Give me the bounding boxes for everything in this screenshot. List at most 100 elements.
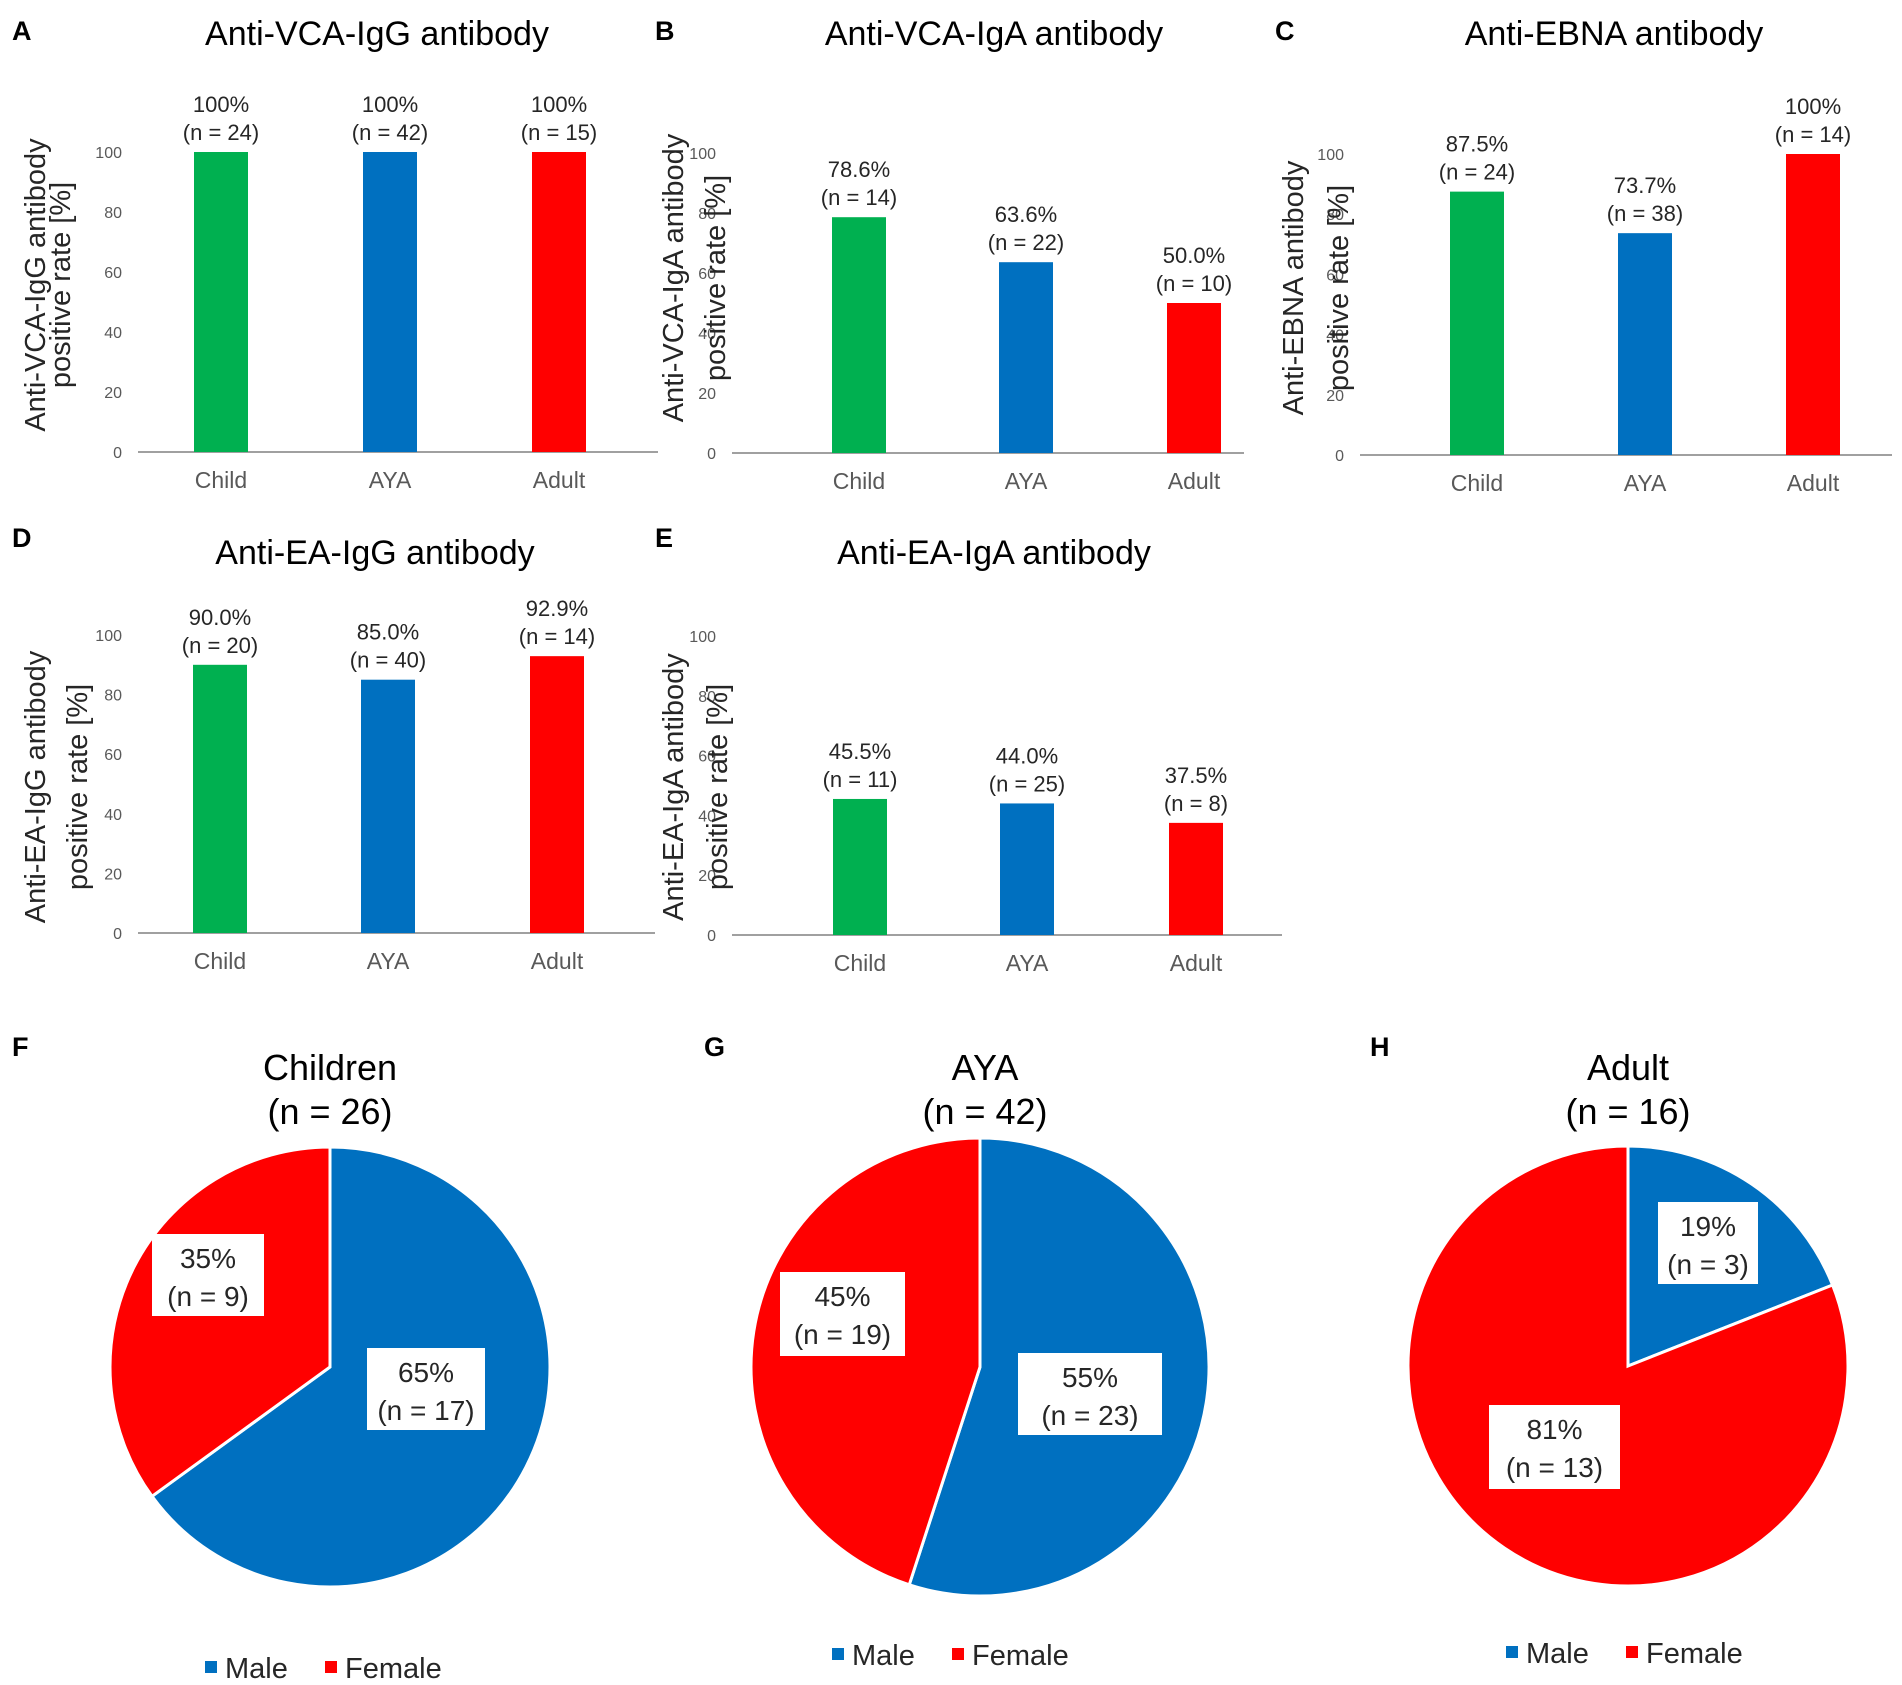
y-tick-label: 100: [1317, 147, 1344, 164]
bar-n-label: (n = 20): [182, 633, 258, 658]
bar-child: [193, 664, 247, 933]
chart-title: Anti-VCA-IgG antibody: [205, 15, 549, 53]
x-tick-label: Adult: [1787, 470, 1840, 496]
slice-percent-label: 55%: [1062, 1362, 1118, 1393]
y-tick-label: 80: [698, 689, 716, 706]
bar-aya: [999, 262, 1053, 453]
legend-swatch-male: [832, 1648, 844, 1660]
y-tick-label: 0: [1335, 448, 1344, 465]
x-tick-label: Child: [195, 467, 247, 493]
slice-n-label: (n = 3): [1667, 1249, 1749, 1280]
legend-label-male: Male: [852, 1640, 915, 1672]
x-tick-label: Child: [194, 948, 246, 974]
panel-letter: E: [655, 523, 673, 553]
chart-title: AYA: [952, 1047, 1019, 1088]
legend-swatch-female: [325, 1661, 337, 1673]
chart-title: Adult: [1587, 1047, 1669, 1088]
y-tick-label: 40: [698, 808, 716, 825]
x-tick-label: AYA: [1624, 470, 1667, 496]
chart-subtitle: (n = 42): [922, 1091, 1047, 1132]
y-tick-label: 40: [1326, 328, 1344, 345]
chart-title: Anti-VCA-IgA antibody: [825, 15, 1163, 53]
y-axis-label: Anti-VCA-IgG antibody: [20, 138, 52, 432]
y-tick-label: 0: [113, 926, 122, 943]
x-tick-label: AYA: [367, 948, 410, 974]
slice-label-box: [367, 1348, 485, 1430]
bar-child: [194, 152, 248, 452]
bar-value-label: 85.0%: [357, 620, 419, 645]
panel-h: H Adult(n = 16) 19% (n = 3) 81% (n = 13) Male F…: [1370, 1032, 1850, 1670]
y-axis-label-line2: positive rate [%]: [700, 175, 732, 381]
bar-value-label: 78.6%: [828, 157, 890, 182]
bar-aya: [361, 679, 415, 933]
y-tick-label: 60: [698, 266, 716, 283]
bar-child: [1450, 191, 1504, 455]
y-axis-label-2: positive rate [%]: [45, 182, 77, 388]
legend-swatch-female: [1626, 1646, 1638, 1658]
bar-aya: [1618, 233, 1672, 455]
y-axis-label: Anti-EA-IgG antibody: [20, 650, 52, 923]
panel-a: A Anti-VCA-IgG antibody 0 20 40 60 80 100 100% (n…: [12, 15, 658, 493]
bar-value-label: 100%: [1785, 94, 1841, 119]
y-tick-label: 100: [689, 146, 716, 163]
y-tick-label: 40: [104, 807, 122, 824]
chart-title: Anti-EA-IgA antibody: [837, 534, 1151, 572]
y-tick-label: 100: [689, 629, 716, 646]
legend-label-female: Female: [345, 1653, 442, 1685]
y-tick-label: 60: [104, 747, 122, 764]
bar-value-label: 45.5%: [829, 739, 891, 764]
slice-label-box: [152, 1234, 264, 1316]
panel-letter: C: [1275, 16, 1295, 46]
x-tick-label: AYA: [1006, 950, 1049, 976]
bar-n-label: (n = 10): [1156, 271, 1232, 296]
bar-n-label: (n = 22): [988, 230, 1064, 255]
y-axis-label-line1: Anti-VCA-IgG antibody: [20, 138, 52, 432]
y-axis-label-line1: Anti-EBNA antibody: [1278, 160, 1310, 415]
bar-aya: [363, 152, 417, 452]
bar-n-label: (n = 25): [989, 771, 1065, 796]
y-axis-label-line2: positive rate [%]: [62, 684, 94, 890]
bar-value-label: 100%: [531, 92, 587, 117]
bar-child: [833, 798, 887, 935]
bar-value-label: 73.7%: [1614, 173, 1676, 198]
y-tick-label: 0: [113, 445, 122, 462]
panel-letter: D: [12, 523, 32, 553]
panel-c: C Anti-EBNA antibody 0 20 40 60 80 100 87.5% (n =…: [1275, 15, 1892, 496]
slice-n-label: (n = 9): [167, 1281, 249, 1312]
slice-percent-label: 35%: [180, 1243, 236, 1274]
legend-label-female: Female: [972, 1640, 1069, 1672]
x-tick-label: Child: [1451, 470, 1503, 496]
y-axis-label-2: positive rate [%]: [62, 684, 94, 890]
panel-b: B Anti-VCA-IgA antibody 0 20 40 60 80 100 78.6% (…: [655, 15, 1244, 494]
bar-value-label: 50.0%: [1163, 243, 1225, 268]
bar-n-label: (n = 40): [350, 648, 426, 673]
slice-percent-label: 81%: [1526, 1414, 1582, 1445]
panel-f: F Children(n = 26) 65% (n = 17) 35% (n = 9) Ma…: [12, 1032, 552, 1685]
chart-title: Anti-EA-IgG antibody: [215, 534, 534, 572]
bar-value-label: 63.6%: [995, 202, 1057, 227]
y-tick-label: 20: [104, 385, 122, 402]
panel-letter: B: [655, 16, 675, 46]
x-tick-label: Adult: [531, 948, 584, 974]
panel-d: D Anti-EA-IgG antibody 0 20 40 60 80 100 90.0% (n…: [12, 523, 655, 974]
y-tick-label: 100: [95, 145, 122, 162]
legend-label-female: Female: [1646, 1638, 1743, 1670]
y-axis-label-2: positive rate [%]: [702, 684, 734, 890]
y-axis-label: Anti-EA-IgA antibody: [658, 653, 690, 921]
y-axis-label-line2: positive rate [%]: [45, 182, 77, 388]
bar-n-label: (n = 14): [1775, 122, 1851, 147]
bar-value-label: 87.5%: [1446, 132, 1508, 157]
slice-percent-label: 45%: [814, 1281, 870, 1312]
bar-adult: [1167, 303, 1221, 453]
bar-n-label: (n = 42): [352, 120, 428, 145]
x-tick-label: Adult: [1168, 468, 1221, 494]
chart-title: Anti-EBNA antibody: [1465, 15, 1764, 53]
bar-value-label: 92.9%: [526, 596, 588, 621]
bar-adult: [1169, 822, 1223, 935]
bar-n-label: (n = 24): [1439, 160, 1515, 185]
y-axis-label-line1: Anti-EA-IgA antibody: [658, 653, 690, 921]
y-tick-label: 20: [698, 386, 716, 403]
x-tick-label: AYA: [369, 467, 412, 493]
panel-e: E Anti-EA-IgA antibody 0 20 40 60 80 100 45.5% (n…: [655, 523, 1282, 976]
